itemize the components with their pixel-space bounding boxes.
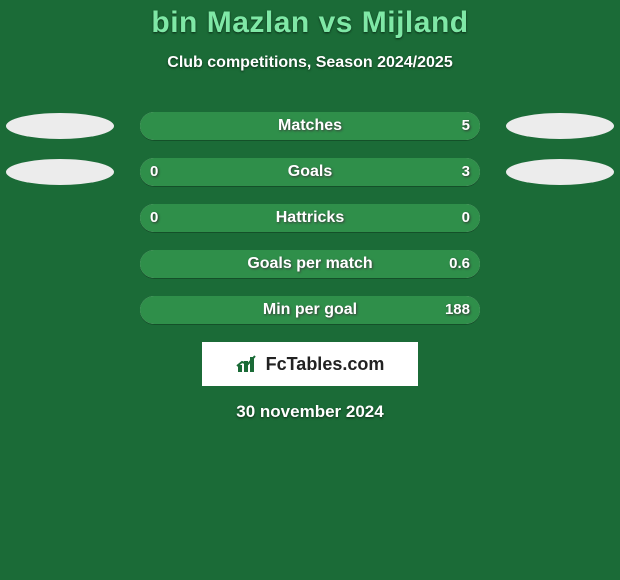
logo-text: FcTables.com [266,354,385,375]
stat-bar: 03Goals [140,158,480,186]
team-badge-right [506,113,614,139]
content-area: bin Mazlan vs Mijland Club competitions,… [0,0,620,422]
bar-right-fill [140,296,480,324]
stat-value-left: 0 [140,204,168,232]
page-title: bin Mazlan vs Mijland [0,6,620,40]
stat-bar: 00Hattricks [140,204,480,232]
stat-row: 188Min per goal [0,296,620,324]
stat-row: 0.6Goals per match [0,250,620,278]
stat-value-right: 0.6 [439,250,480,278]
stat-bar: 0.6Goals per match [140,250,480,278]
team-badge-left [6,113,114,139]
subtitle: Club competitions, Season 2024/2025 [0,54,620,72]
stat-value-left: 0 [140,158,168,186]
stat-bar: 5Matches [140,112,480,140]
logo-inner: FcTables.com [236,354,385,375]
stat-value-right: 3 [452,158,480,186]
stats-rows: 5Matches03Goals00Hattricks0.6Goals per m… [0,112,620,324]
stat-row: 03Goals [0,158,620,186]
date-text: 30 november 2024 [0,402,620,422]
stat-value-left [140,250,160,278]
bar-right-fill [140,250,480,278]
stat-row: 5Matches [0,112,620,140]
stat-row: 00Hattricks [0,204,620,232]
stat-value-left [140,112,160,140]
stat-value-right: 0 [452,204,480,232]
team-badge-left [6,159,114,185]
team-badge-right [506,159,614,185]
stat-bar: 188Min per goal [140,296,480,324]
bar-right-fill [140,112,480,140]
stat-value-right: 188 [435,296,480,324]
logo-box[interactable]: FcTables.com [202,342,418,386]
stat-value-left [140,296,160,324]
chart-icon [236,354,262,374]
bar-right-fill [201,158,480,186]
stat-value-right: 5 [452,112,480,140]
